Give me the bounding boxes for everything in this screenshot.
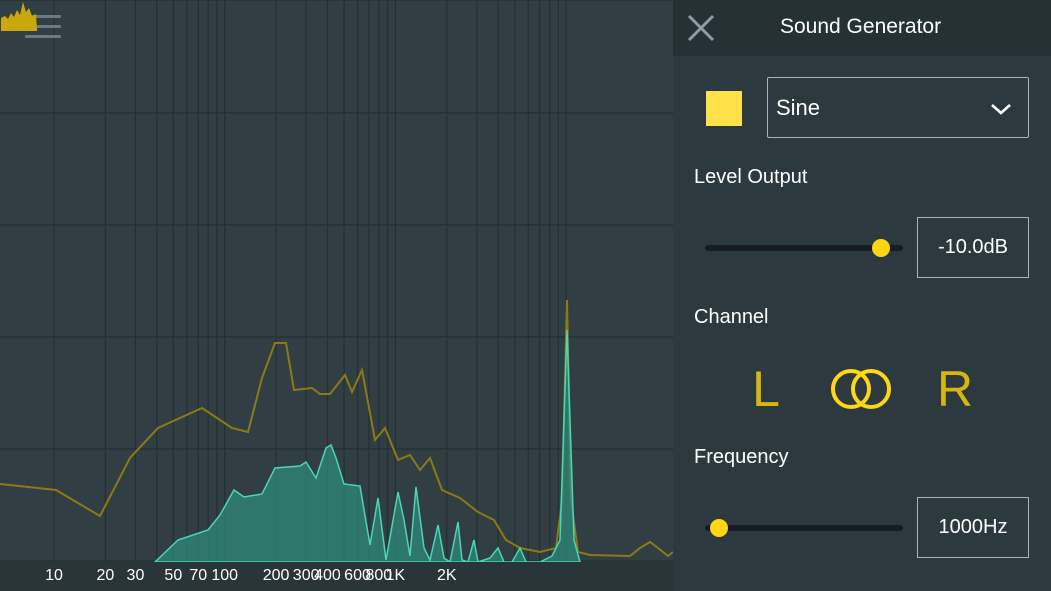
level-output-value[interactable]: -10.0dB bbox=[917, 217, 1029, 278]
freq-tick-label: 30 bbox=[126, 567, 145, 584]
freq-tick-label: 70 bbox=[189, 567, 208, 584]
spectrum-logo-icon[interactable] bbox=[0, 0, 38, 32]
freq-tick-label: 1K bbox=[385, 567, 406, 584]
spectrum-analyzer[interactable]: 10 20 30 50 70 100 200 300 400 600 800 1K 2K bbox=[0, 0, 673, 591]
sound-generator-panel: Sound Generator Sine Level Output -10.0d… bbox=[673, 0, 1051, 591]
stereo-rings-icon[interactable] bbox=[830, 366, 892, 412]
chevron-down-icon bbox=[991, 104, 1011, 115]
close-icon[interactable] bbox=[685, 12, 717, 44]
channel-left-button[interactable]: L bbox=[752, 361, 780, 417]
panel-header: Sound Generator bbox=[673, 0, 1051, 56]
panel-title: Sound Generator bbox=[780, 15, 942, 38]
hamburger-menu-icon[interactable] bbox=[25, 15, 61, 41]
live-spectrum bbox=[153, 329, 581, 562]
freq-tick-label: 10 bbox=[45, 567, 63, 584]
freq-tick-label: 20 bbox=[96, 567, 115, 584]
slider-track bbox=[705, 525, 903, 531]
freq-tick-label: 800 bbox=[365, 567, 393, 584]
slider-track bbox=[705, 245, 903, 251]
slider-thumb[interactable] bbox=[872, 239, 891, 257]
freq-tick-label: 50 bbox=[164, 567, 183, 584]
level-output-slider[interactable] bbox=[705, 236, 903, 260]
frequency-slider[interactable] bbox=[705, 516, 903, 540]
freq-tick-label: 400 bbox=[314, 567, 341, 584]
channel-right-button[interactable]: R bbox=[937, 361, 974, 417]
freq-tick-label: 2K bbox=[436, 567, 457, 584]
level-output-label: Level Output bbox=[694, 166, 808, 188]
freq-tick-label: 200 bbox=[262, 567, 290, 584]
spectrum-plot bbox=[0, 0, 673, 562]
waveform-color-swatch[interactable] bbox=[706, 91, 742, 126]
frequency-axis: 10 20 30 50 70 100 200 300 400 600 800 1K 2K bbox=[0, 562, 673, 591]
waveform-select[interactable]: Sine bbox=[767, 77, 1029, 138]
channel-label: Channel bbox=[694, 306, 769, 328]
freq-tick-label: 300 bbox=[292, 567, 320, 584]
waveform-selected-value: Sine bbox=[776, 95, 821, 120]
frequency-value[interactable]: 1000Hz bbox=[917, 497, 1029, 558]
freq-tick-label: 100 bbox=[211, 567, 239, 584]
frequency-label: Frequency bbox=[694, 446, 789, 468]
freq-tick-label: 600 bbox=[344, 567, 371, 584]
slider-thumb[interactable] bbox=[709, 519, 728, 537]
